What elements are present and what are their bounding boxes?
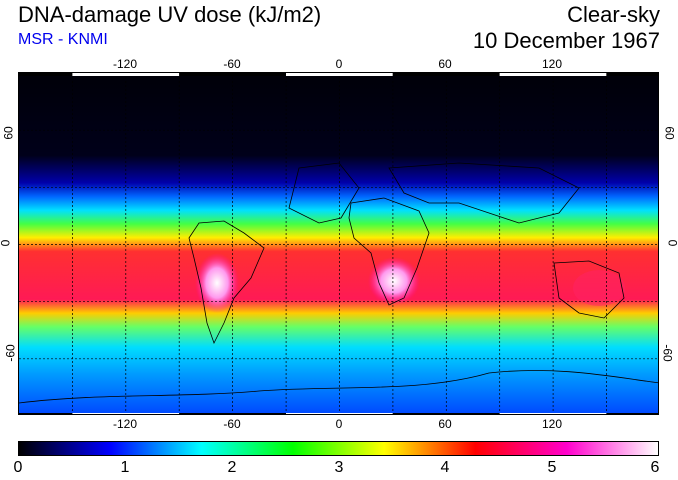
color-scale-label: 2 — [227, 459, 237, 476]
antarctica-outline — [19, 370, 658, 404]
hotspot-south-america — [195, 253, 239, 313]
lon-tick-bottom: -120 — [112, 417, 138, 431]
lon-tick-bottom: 60 — [438, 417, 452, 431]
lon-tick-bottom: 0 — [335, 417, 343, 431]
australia-outline — [553, 260, 625, 319]
color-scale-label: 1 — [120, 459, 130, 476]
north-america-outline — [288, 162, 360, 224]
color-scale-label: 5 — [547, 459, 557, 476]
lon-tick-top: -120 — [112, 57, 138, 71]
uv-dose-map — [18, 72, 659, 415]
hotspot-australia — [573, 270, 625, 306]
source-label: MSR - KNMI — [18, 31, 108, 48]
lat-tick-right: -60 — [660, 344, 675, 362]
lon-tick-top: 120 — [541, 57, 563, 71]
lon-tick-bottom: 120 — [541, 417, 563, 431]
south-america-outline — [188, 220, 265, 345]
lat-tick-right: 0 — [666, 240, 678, 247]
map-title: DNA-damage UV dose (kJ/m2) — [18, 2, 322, 27]
color-scale-bar — [18, 441, 659, 456]
color-scale-label: 3 — [334, 459, 344, 476]
lon-tick-top: 60 — [438, 57, 452, 71]
lat-tick-right: 60 — [662, 126, 677, 140]
color-scale-label: 4 — [440, 459, 450, 476]
sky-condition-label: Clear-sky — [567, 2, 660, 27]
color-scale-label: 6 — [650, 459, 660, 476]
lon-tick-top: 0 — [335, 57, 343, 71]
graticule — [19, 73, 658, 414]
lat-tick-left: 0 — [0, 240, 12, 247]
hotspot-africa — [368, 257, 420, 305]
lon-tick-bottom: -60 — [223, 417, 241, 431]
lon-tick-top: -60 — [223, 57, 241, 71]
uv-gradient-field — [19, 73, 658, 414]
lat-tick-left: -60 — [3, 344, 18, 362]
eurasia-outline — [388, 162, 580, 224]
color-scale-label: 0 — [13, 459, 23, 476]
uv-dose-map-canvas — [19, 73, 658, 414]
frame-scale-bars — [19, 73, 658, 414]
lat-tick-left: 60 — [1, 126, 16, 140]
date-label: 10 December 1967 — [472, 28, 660, 53]
